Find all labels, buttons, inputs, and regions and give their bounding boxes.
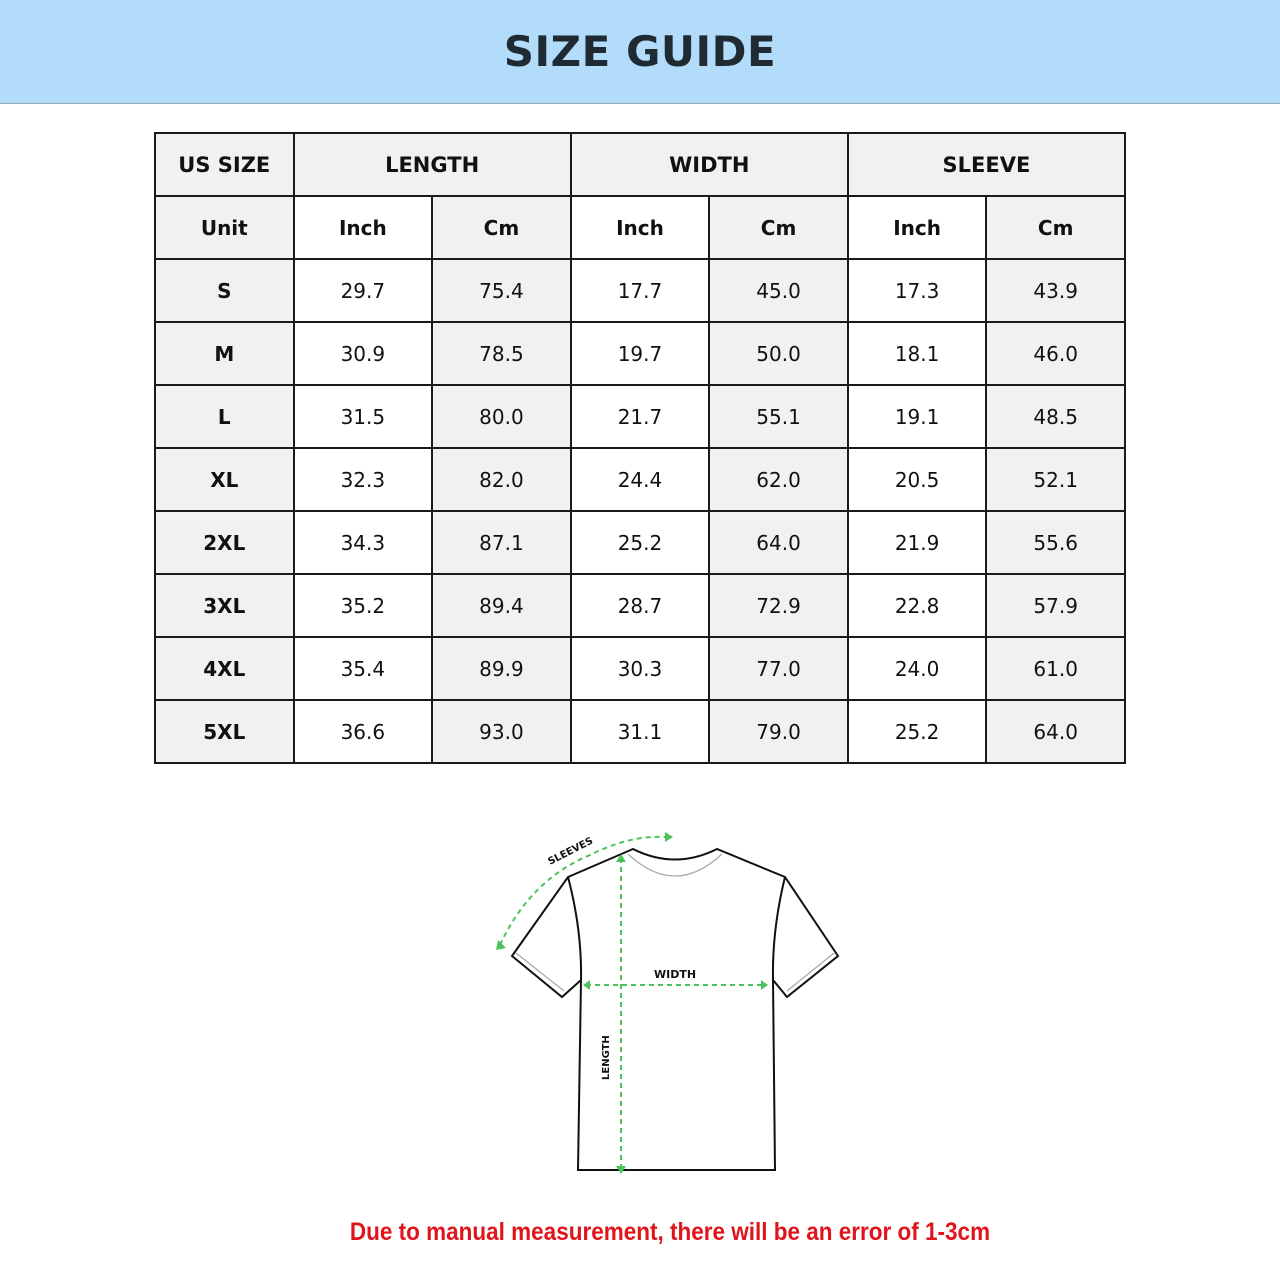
value-cell: 25.2 — [846, 699, 988, 764]
value-cell: 17.7 — [569, 258, 711, 323]
header-sleeve: SLEEVE — [846, 132, 1127, 197]
size-table: US SIZE LENGTH WIDTH SLEEVE Unit Inch Cm In… — [154, 132, 1127, 764]
value-cell: 21.7 — [569, 384, 711, 449]
size-cell: L — [154, 384, 295, 449]
value-cell: 36.6 — [292, 699, 434, 764]
group-header-row: US SIZE LENGTH WIDTH SLEEVE — [154, 132, 1127, 197]
size-cell: M — [154, 321, 295, 386]
table-row: S 29.7 75.4 17.7 45.0 17.3 43.9 — [154, 258, 1126, 323]
value-cell: 18.1 — [846, 321, 988, 386]
table-row: 3XL 35.2 89.4 28.7 72.9 22.8 57.9 — [154, 573, 1126, 638]
title-banner: SIZE GUIDE — [0, 0, 1280, 104]
value-cell: 89.9 — [431, 636, 572, 701]
value-cell: 57.9 — [985, 573, 1126, 638]
value-cell: Inch — [292, 195, 434, 260]
value-cell: 48.5 — [985, 384, 1126, 449]
value-cell: 87.1 — [431, 510, 572, 575]
value-cell: 35.2 — [292, 573, 434, 638]
sleeves-label: SLEEVES — [546, 836, 595, 868]
value-cell: 46.0 — [985, 321, 1126, 386]
value-cell: 82.0 — [431, 447, 572, 512]
value-cell: 35.4 — [292, 636, 434, 701]
table-row: M 30.9 78.5 19.7 50.0 18.1 46.0 — [154, 321, 1126, 386]
header-width: WIDTH — [569, 132, 849, 197]
value-cell: 28.7 — [569, 573, 711, 638]
value-cell: 64.0 — [708, 510, 849, 575]
value-cell: 24.0 — [846, 636, 988, 701]
value-cell: 32.3 — [292, 447, 434, 512]
value-cell: 45.0 — [708, 258, 849, 323]
unit-label: Unit — [154, 195, 295, 260]
value-cell: 55.6 — [985, 510, 1126, 575]
arrow-icons — [496, 832, 768, 1174]
value-cell: 62.0 — [708, 447, 849, 512]
value-cell: 19.7 — [569, 321, 711, 386]
size-cell: 5XL — [154, 699, 295, 764]
table-row: 2XL 34.3 87.1 25.2 64.0 21.9 55.6 — [154, 510, 1126, 575]
size-cell: XL — [154, 447, 295, 512]
value-cell: 31.5 — [292, 384, 434, 449]
measure-lines — [499, 835, 765, 1170]
value-cell: 79.0 — [708, 699, 849, 764]
tshirt-diagram: SLEEVES WIDTH LENGTH — [496, 832, 840, 1174]
value-cell: 21.9 — [846, 510, 988, 575]
length-label: LENGTH — [601, 1035, 612, 1080]
unit-row: Unit Inch Cm Inch Cm Inch Cm — [154, 195, 1126, 260]
value-cell: Inch — [846, 195, 988, 260]
value-cell: 20.5 — [846, 447, 988, 512]
value-cell: 64.0 — [985, 699, 1126, 764]
value-cell: Cm — [431, 195, 572, 260]
size-cell: 4XL — [154, 636, 295, 701]
value-cell: Inch — [569, 195, 711, 260]
value-cell: 55.1 — [708, 384, 849, 449]
value-cell: 80.0 — [431, 384, 572, 449]
value-cell: 93.0 — [431, 699, 572, 764]
value-cell: Cm — [708, 195, 849, 260]
width-label: WIDTH — [654, 968, 696, 981]
value-cell: 89.4 — [431, 573, 572, 638]
tshirt-outline — [510, 847, 840, 1171]
value-cell: Cm — [985, 195, 1126, 260]
measurement-note: Due to manual measurement, there will be… — [349, 1218, 991, 1246]
size-cell: 2XL — [154, 510, 295, 575]
value-cell: 52.1 — [985, 447, 1126, 512]
value-cell: 29.7 — [292, 258, 434, 323]
value-cell: 78.5 — [431, 321, 572, 386]
value-cell: 43.9 — [985, 258, 1126, 323]
table-row: 4XL 35.4 89.9 30.3 77.0 24.0 61.0 — [154, 636, 1126, 701]
value-cell: 72.9 — [708, 573, 849, 638]
value-cell: 25.2 — [569, 510, 711, 575]
table-row: XL 32.3 82.0 24.4 62.0 20.5 52.1 — [154, 447, 1126, 512]
tshirt-seams — [515, 853, 835, 992]
value-cell: 30.3 — [569, 636, 711, 701]
value-cell: 61.0 — [985, 636, 1126, 701]
table-row: L 31.5 80.0 21.7 55.1 19.1 48.5 — [154, 384, 1126, 449]
table-row: 5XL 36.6 93.0 31.1 79.0 25.2 64.0 — [154, 699, 1126, 764]
value-cell: 22.8 — [846, 573, 988, 638]
value-cell: 24.4 — [569, 447, 711, 512]
value-cell: 31.1 — [569, 699, 711, 764]
value-cell: 17.3 — [846, 258, 988, 323]
size-cell: 3XL — [154, 573, 295, 638]
size-cell: S — [154, 258, 295, 323]
header-us-size: US SIZE — [154, 132, 295, 197]
value-cell: 19.1 — [846, 384, 988, 449]
header-length: LENGTH — [292, 132, 572, 197]
page-title: SIZE GUIDE — [503, 27, 777, 76]
value-cell: 50.0 — [708, 321, 849, 386]
value-cell: 77.0 — [708, 636, 849, 701]
value-cell: 75.4 — [431, 258, 572, 323]
value-cell: 34.3 — [292, 510, 434, 575]
value-cell: 30.9 — [292, 321, 434, 386]
